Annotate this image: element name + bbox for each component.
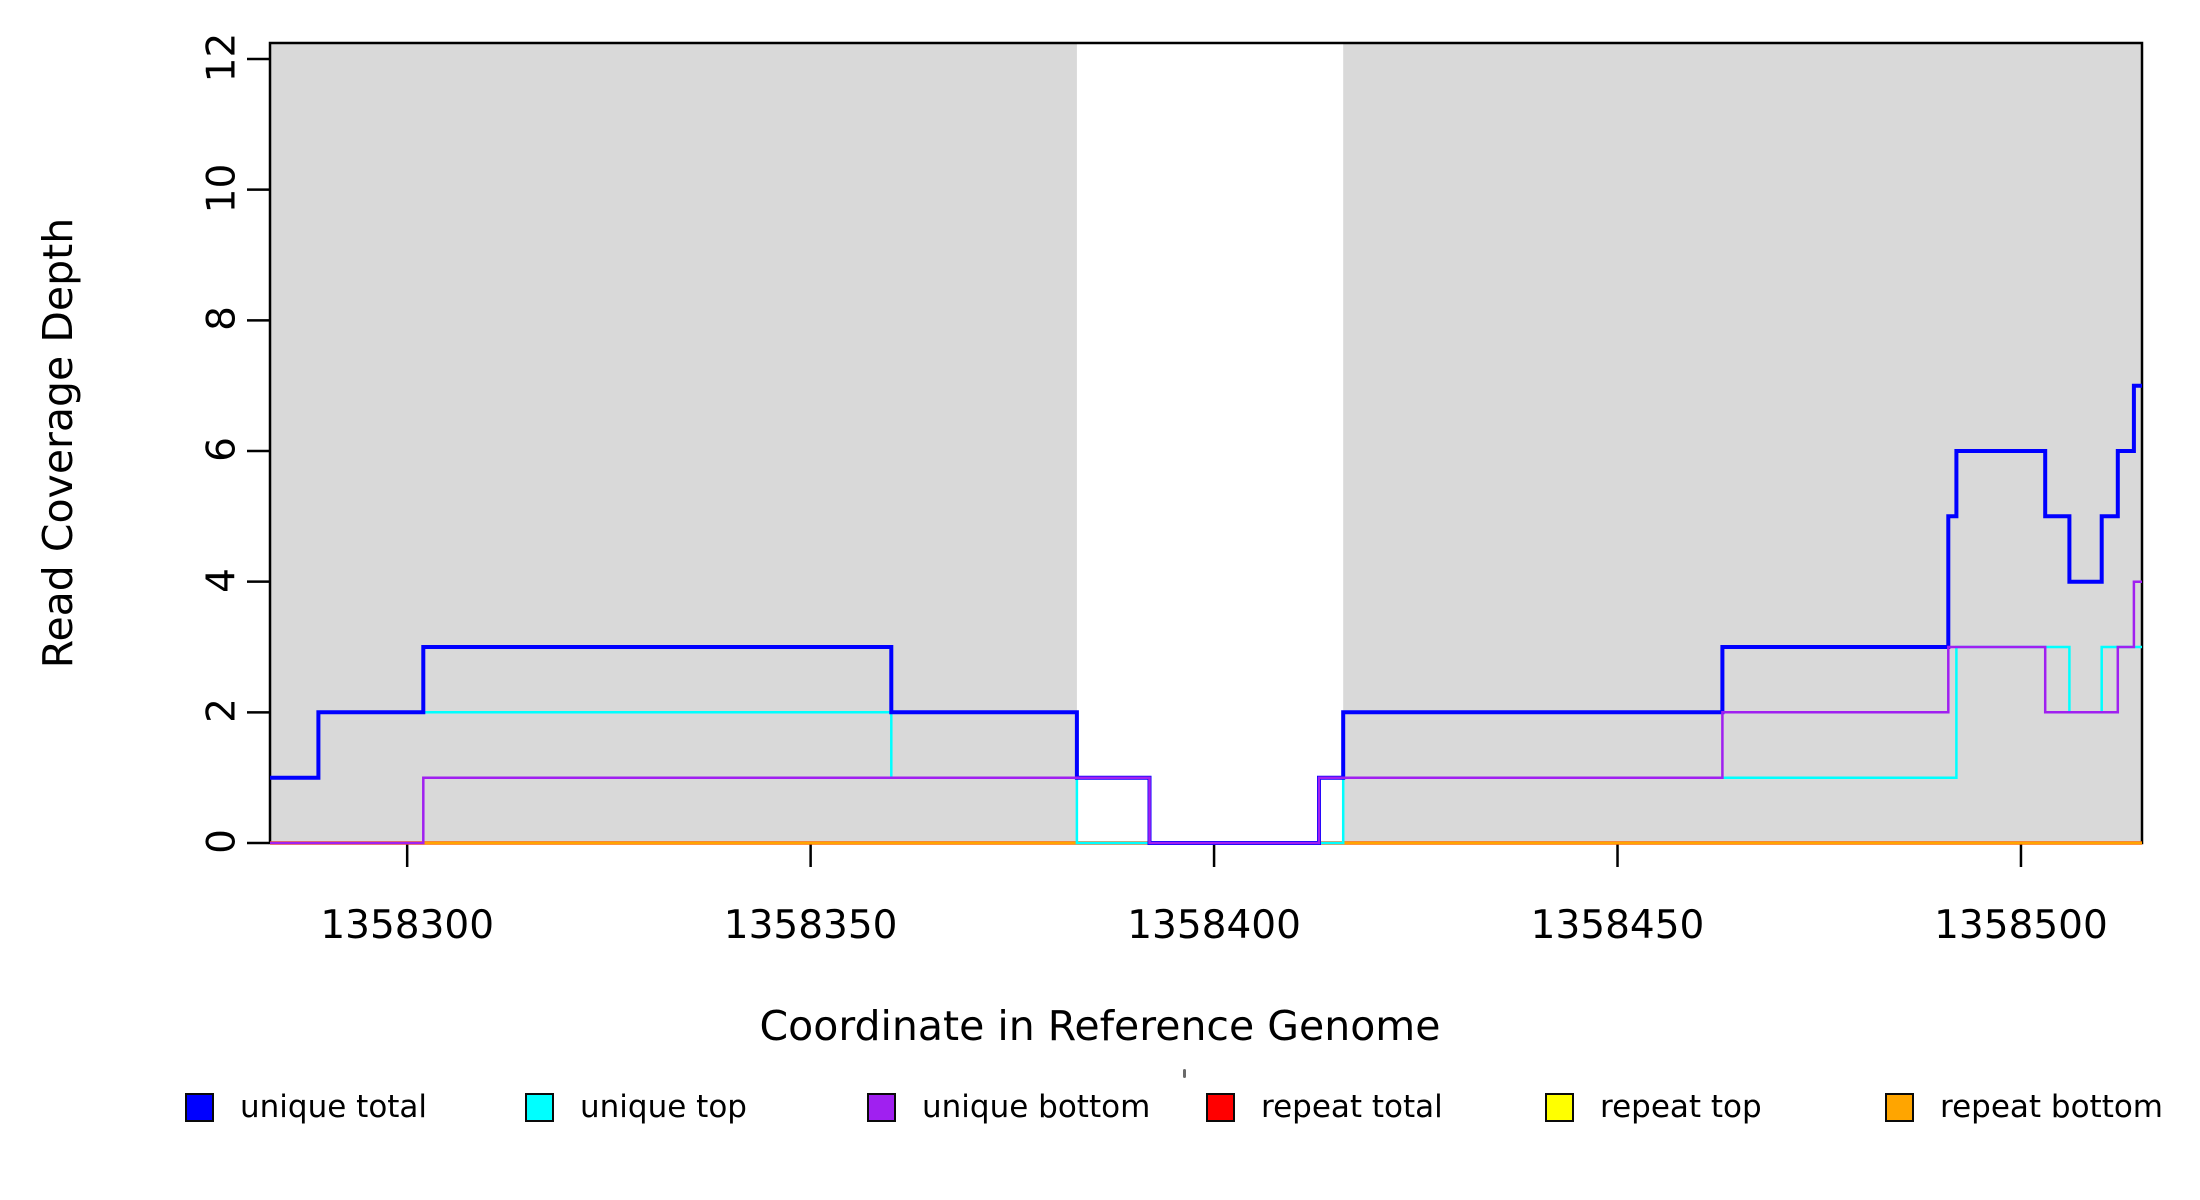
x-tick-label-1358500: 1358500 (1934, 903, 2108, 948)
legend-label: repeat bottom (1940, 1089, 2164, 1125)
y-tick-label-6: 6 (199, 437, 245, 462)
legend-item-unique-total: unique total (185, 1089, 428, 1125)
y-tick-label-10: 10 (199, 163, 245, 213)
series-line-unique-bottom (270, 580, 2142, 845)
x-tick-label-1358300: 1358300 (320, 903, 495, 948)
y-axis-title: Read Coverage Depth (34, 217, 82, 669)
legend-swatch-icon (1545, 1092, 1574, 1122)
series-line-unique-total (270, 383, 2142, 845)
legend-label: repeat total (1261, 1089, 1443, 1125)
legend-label: unique top (580, 1089, 747, 1125)
y-tick-label-12: 12 (199, 32, 245, 83)
y-tick-label-0: 0 (199, 829, 245, 854)
legend-item-repeat-top: repeat top (1545, 1089, 1762, 1125)
legend-label: repeat top (1600, 1089, 1762, 1125)
legend-label: unique total (240, 1089, 428, 1125)
y-tick-label-4: 4 (199, 567, 245, 593)
stray-artifact-mark (1183, 1069, 1186, 1078)
legend-label: unique bottom (922, 1089, 1151, 1125)
legend-item-repeat-total: repeat total (1206, 1089, 1443, 1125)
x-tick-label-1358350: 1358350 (723, 903, 898, 948)
legend-swatch-icon (1206, 1092, 1235, 1122)
legend-swatch-icon (185, 1092, 214, 1122)
shaded-region-1 (270, 44, 1077, 843)
y-tick-label-8: 8 (199, 306, 245, 332)
x-tick-label-1358400: 1358400 (1127, 903, 1301, 948)
legend-swatch-icon (525, 1092, 554, 1122)
legend-item-repeat-bottom: repeat bottom (1885, 1089, 2164, 1125)
legend-item-unique-bottom: unique bottom (867, 1089, 1151, 1125)
shaded-region-2 (1343, 44, 2142, 843)
y-tick-label-2: 2 (199, 698, 245, 724)
x-axis-title: Coordinate in Reference Genome (759, 1002, 1441, 1050)
legend-swatch-icon (867, 1092, 896, 1122)
legend-item-unique-top: unique top (525, 1089, 747, 1125)
legend-swatch-icon (1885, 1092, 1914, 1122)
x-tick-label-1358450: 1358450 (1530, 903, 1705, 948)
